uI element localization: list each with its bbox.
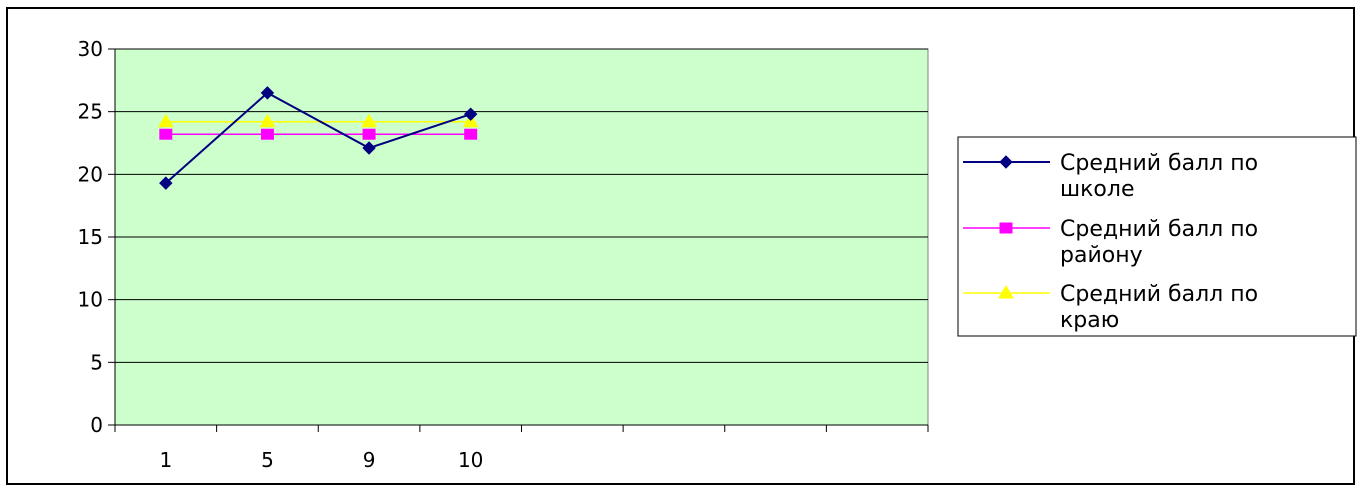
legend-label: Средний балл по: [1060, 217, 1258, 242]
data-point: [260, 128, 274, 140]
data-point: [362, 128, 376, 140]
axes: [108, 48, 929, 432]
data-point: [463, 107, 478, 121]
y-tick-label: 20: [78, 162, 103, 186]
legend-label: Средний балл по: [1060, 151, 1258, 176]
data-point: [464, 128, 478, 140]
data-point: [998, 285, 1014, 299]
data-point: [260, 86, 275, 100]
legend-label: краю: [1060, 308, 1119, 333]
y-tick-label: 25: [78, 100, 103, 124]
y-tick-label: 10: [78, 288, 103, 312]
series-line: [165, 91, 472, 184]
legend-box: [957, 136, 1357, 337]
series: [159, 128, 478, 140]
y-tick-label: 0: [90, 413, 103, 437]
y-tick-label: 5: [90, 350, 103, 374]
data-point: [999, 222, 1013, 234]
legend-label: школе: [1060, 177, 1134, 202]
gridlines: [115, 48, 928, 363]
y-tick-labels: 0 5 10 15 20 25 30: [78, 37, 103, 437]
data-point: [259, 113, 276, 128]
data-point: [157, 113, 174, 128]
legend-label: району: [1060, 243, 1143, 268]
series-layer: [157, 86, 479, 190]
x-tick-label: 10: [458, 448, 483, 472]
data-point: [159, 176, 173, 190]
legend-label: Средний балл по: [1060, 282, 1258, 307]
series: [159, 86, 478, 190]
x-tick-label: 9: [363, 448, 376, 472]
y-tick-label: 15: [78, 225, 103, 249]
data-point: [361, 113, 377, 128]
x-tick-labels: 1 5 9 10: [159, 448, 483, 472]
x-tick-label: 5: [261, 448, 274, 472]
x-tick-label: 1: [159, 448, 172, 472]
data-point: [999, 155, 1013, 169]
data-point: [362, 141, 376, 155]
data-point: [159, 128, 173, 140]
y-tick-label: 30: [78, 37, 103, 61]
